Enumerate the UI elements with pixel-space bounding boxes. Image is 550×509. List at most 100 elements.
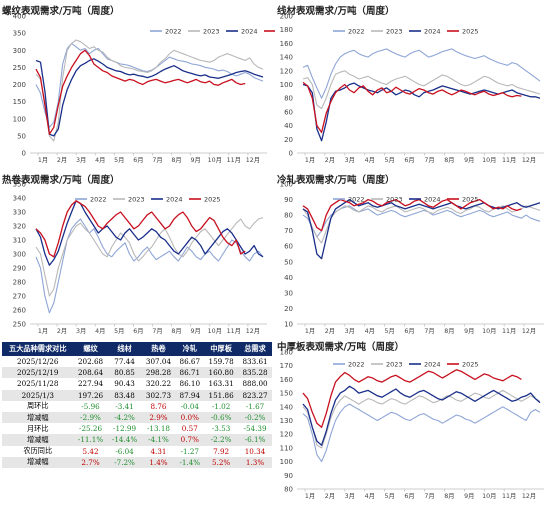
table-cell: 163.31 [208, 379, 234, 389]
legend-label: 2022 [90, 196, 107, 204]
chart-svg: 250 260 270 280 290 300 310 320 330 340 350 1月 2月 3月 4… [13, 181, 267, 335]
row-label: 2025/12/26 [17, 357, 59, 367]
legend-label: 2025 [462, 361, 479, 369]
x-tick-label: 10月 [208, 327, 222, 335]
x-tick-label: 12月 [522, 492, 536, 500]
legend: 2022 2023 2024 2025 [333, 196, 479, 204]
table-header-row: 五大品种需求对比 螺纹 线材 热卷 冷轧 中厚板 总需求 [2, 342, 272, 356]
x-tick-label: 2月 [57, 327, 67, 335]
series-line-2023 [302, 205, 541, 244]
table-cell: 77.44 [114, 357, 135, 367]
x-tick-label: 2月 [325, 327, 335, 335]
series-line-2025 [35, 200, 246, 258]
y-tick-label: 100 [13, 115, 26, 123]
series-line-2022 [302, 48, 541, 99]
table-cell: 227.94 [77, 379, 104, 389]
table-cell: 86.10 [179, 379, 201, 389]
table-cell: 151.86 [204, 389, 239, 401]
x-tick-label: 12月 [522, 327, 536, 335]
y-tick-label: 250 [13, 321, 26, 329]
table-header: 总需求 [238, 342, 272, 356]
table-header: 五大品种需求对比 [2, 342, 74, 356]
row-label: 月环比 [26, 423, 49, 433]
legend-label: 2022 [348, 28, 365, 36]
table-header: 中厚板 [204, 342, 239, 356]
y-tick-label: 30 [284, 289, 293, 297]
table-cell: -25.26 [79, 424, 103, 434]
x-tick-label: 4月 [365, 327, 375, 335]
x-tick-label: 4月 [95, 156, 105, 164]
y-tick-label: 160 [280, 40, 293, 48]
table-cell: 320.22 [145, 379, 172, 389]
table-cell: 8.76 [150, 401, 167, 411]
series-line-2022 [35, 218, 264, 314]
table-cell: -5.96 [81, 401, 100, 411]
table-cell: 888.00 [242, 379, 268, 389]
y-tick-label: 20 [284, 136, 293, 144]
table-header: 热卷 [141, 342, 176, 356]
y-tick-label: 270 [13, 293, 26, 301]
table-cell: 7.92 [213, 446, 230, 456]
x-tick-label: 1月 [305, 492, 315, 500]
row-label: 2025/11/28 [17, 379, 59, 389]
y-tick-label: 310 [13, 237, 26, 245]
legend-label: 2024 [424, 196, 441, 204]
x-tick-label: 4月 [95, 327, 105, 335]
table-cell: 208.64 [73, 367, 108, 379]
legend-label: 2024 [424, 361, 441, 369]
row-label: 增减幅 [2, 434, 74, 446]
y-tick-label: 20 [284, 305, 293, 313]
x-tick-label: 3月 [76, 156, 86, 164]
table-cell: -4.1% [141, 434, 176, 446]
table-cell: -1.27 [180, 446, 200, 456]
y-axis: 10 20 30 40 50 60 70 80 90 100 [280, 181, 293, 329]
chart-panel-cold-rolled: 冷轧表观需求/万吨（周度） 10 20 30 40 50 60 70 80 90 100 1月 2月 3… [275, 168, 550, 338]
x-tick-label: 10月 [482, 156, 496, 164]
x-tick-label: 9月 [464, 492, 474, 500]
y-tick-label: 60 [284, 108, 293, 116]
chart-panel-medium-plate: 中厚板表观需求/万吨（周度） 80 90 100 110 120 130 140 150 160… [275, 336, 550, 505]
demand-comparison-table: 五大品种需求对比 螺纹 线材 热卷 冷轧 中厚板 总需求 2025/12/26 2… [2, 342, 272, 468]
x-tick-label: 8月 [171, 156, 181, 164]
x-tick-label: 5月 [114, 327, 124, 335]
x-tick-label: 3月 [345, 327, 355, 335]
x-tick-label: 6月 [133, 156, 143, 164]
x-axis: 1月 2月 3月 4月 5月 6月 7月 8月 9月 10月 11月 12月 [37, 324, 260, 335]
y-tick-label: 350 [13, 30, 26, 38]
y-axis: 0 20 40 60 80 100 120 140 160 180 200 [280, 13, 293, 158]
y-tick-label: 80 [284, 95, 293, 103]
row-label: 农历同比 [23, 446, 53, 456]
y-tick-label: 40 [284, 122, 293, 130]
table-cell: 835.28 [238, 367, 272, 379]
x-tick-label: 1月 [305, 327, 315, 335]
series-line-2022 [302, 403, 541, 463]
table-cell: 10.34 [244, 446, 266, 456]
series-group [302, 48, 541, 142]
x-tick-label: 5月 [385, 156, 395, 164]
table-cell: 197.26 [73, 389, 108, 401]
legend-label: 2023 [128, 196, 145, 204]
series-line-2023 [302, 389, 541, 449]
table-cell: 0.0% [175, 411, 205, 424]
table-cell: -7.2% [107, 456, 142, 468]
y-tick-label: 60 [284, 243, 293, 251]
x-tick-label: 6月 [404, 156, 414, 164]
table-cell: 823.27 [238, 389, 272, 401]
legend-label: 2023 [386, 28, 403, 36]
table-cell: 0.57 [181, 424, 198, 434]
y-tick-label: 170 [280, 362, 293, 370]
series-group [35, 200, 264, 314]
y-tick-label: 350 [13, 181, 26, 189]
x-tick-label: 9月 [464, 327, 474, 335]
x-tick-label: 10月 [208, 156, 222, 164]
table-cell: 0.7% [175, 434, 205, 446]
y-tick-label: 300 [13, 251, 26, 259]
table-cell: 202.68 [77, 357, 104, 367]
x-tick-label: 3月 [345, 156, 355, 164]
y-tick-label: 300 [13, 47, 26, 55]
table-cell: -6.04 [115, 446, 134, 456]
table-cell: 302.73 [141, 389, 176, 401]
y-tick-label: 100 [280, 458, 293, 466]
chart-title: 螺纹表观需求/万吨（周度） [2, 6, 120, 17]
